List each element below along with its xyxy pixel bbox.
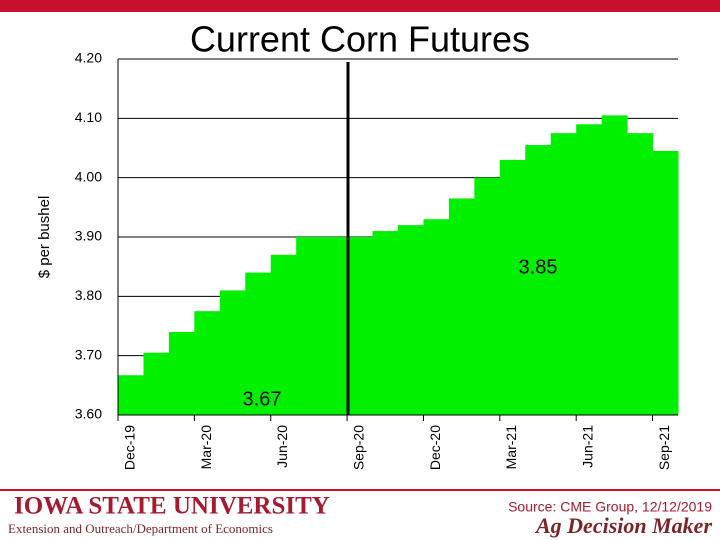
bar xyxy=(118,375,144,415)
x-tick-label: Dec-20 xyxy=(427,425,443,470)
x-tick-label: Sep-20 xyxy=(351,425,367,470)
source: Source: CME Group, 12/12/2019 xyxy=(508,499,712,515)
bar xyxy=(296,237,323,415)
bar xyxy=(423,219,450,415)
x-tick-label: Jun-20 xyxy=(274,425,290,468)
bar xyxy=(398,225,424,415)
y-tick-label: 4.00 xyxy=(75,168,102,184)
brand: Ag Decision Maker xyxy=(534,513,712,538)
y-tick-label: 3.90 xyxy=(75,228,102,244)
bar xyxy=(143,352,170,415)
bar xyxy=(168,331,195,415)
bar xyxy=(347,237,374,415)
bar xyxy=(245,272,272,415)
bar xyxy=(550,133,577,415)
y-tick-label: 3.70 xyxy=(75,346,102,362)
x-tick-label: Mar-21 xyxy=(503,425,519,470)
bar xyxy=(601,115,628,415)
bar xyxy=(525,145,552,416)
bar xyxy=(474,177,501,415)
y-tick-label: 4.20 xyxy=(75,50,102,66)
bar xyxy=(194,311,221,415)
bar xyxy=(652,150,679,415)
annotation: 3.67 xyxy=(243,388,282,410)
bar xyxy=(499,159,526,415)
chart-title: Current Corn Futures xyxy=(190,19,530,60)
bar xyxy=(448,198,475,415)
x-tick-label: Jun-21 xyxy=(580,425,596,468)
x-tick-label: Dec-19 xyxy=(121,425,137,470)
y-axis-label: $ per bushel xyxy=(36,196,53,279)
bar xyxy=(372,231,399,415)
bar xyxy=(576,124,603,416)
department: Extension and Outreach/Department of Eco… xyxy=(8,521,273,536)
x-tick-label: Sep-21 xyxy=(656,425,672,470)
y-tick-label: 3.60 xyxy=(75,406,102,422)
plot: 3.60 3.70 3.80 3.90 4.00 4.10 4.20 Dec-19 Mar-20… xyxy=(75,50,679,470)
bar xyxy=(270,254,297,415)
university-name: IOWA STATE UNIVERSITY xyxy=(14,493,330,520)
x-tick-label: Mar-20 xyxy=(198,425,214,470)
bar xyxy=(321,237,348,415)
annotation: 3.85 xyxy=(519,256,558,278)
bar xyxy=(219,290,246,415)
bar xyxy=(627,133,654,415)
y-tick-label: 3.80 xyxy=(75,287,102,303)
y-tick-label: 4.10 xyxy=(75,109,102,125)
top-band xyxy=(0,0,720,12)
